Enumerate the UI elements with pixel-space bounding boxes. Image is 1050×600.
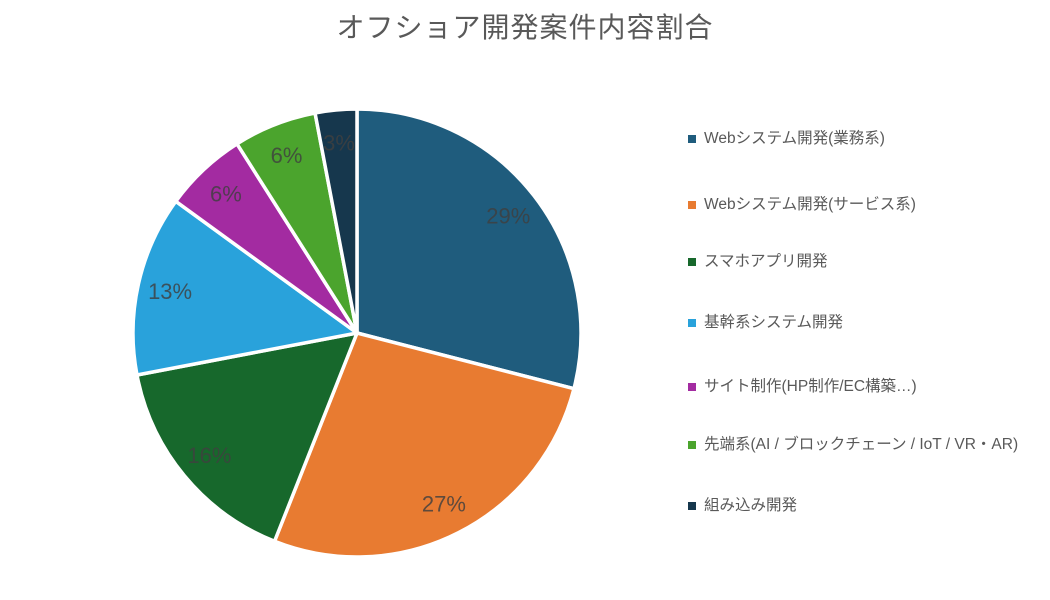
legend-swatch-icon: [688, 441, 696, 449]
legend-label: スマホアプリ開発: [704, 253, 828, 270]
legend-swatch-icon: [688, 201, 696, 209]
legend-item-4: サイト制作(HP制作/EC構築…): [688, 372, 1044, 402]
legend-label: サイト制作(HP制作/EC構築…): [704, 378, 917, 395]
legend-item-3: 基幹系システム開発: [688, 308, 1044, 338]
chart-title: オフショア開発案件内容割合: [336, 12, 714, 43]
legend-swatch-icon: [688, 319, 696, 327]
legend-label: 組み込み開発: [704, 497, 798, 514]
pie-data-label-5: 6%: [271, 143, 303, 168]
legend-swatch-icon: [688, 383, 696, 391]
legend-swatch-icon: [688, 258, 696, 266]
legend-label: Webシステム開発(業務系): [704, 130, 885, 147]
legend-label: 基幹系システム開発: [704, 314, 844, 331]
pie-slice-2: [135, 331, 359, 544]
pie-data-label-3: 13%: [148, 279, 192, 304]
pie-slice-6: [313, 107, 359, 335]
legend-item-5: 先端系(AI / ブロックチェーン / IoT / VR・AR): [688, 430, 1044, 460]
pie-slice-3: [131, 199, 359, 377]
pie-data-label-1: 27%: [422, 492, 466, 517]
legend: Webシステム開発(業務系) Webシステム開発(サービス系) スマホアプリ開発 基幹…: [688, 0, 1044, 600]
pie-data-label-0: 29%: [486, 204, 530, 229]
legend-swatch-icon: [688, 502, 696, 510]
legend-item-6: 組み込み開発: [688, 491, 1044, 521]
pie-data-label-4: 6%: [210, 181, 242, 206]
pie-slice-1: [272, 331, 576, 559]
pie-data-label-6: 3%: [323, 130, 355, 155]
legend-item-2: スマホアプリ開発: [688, 247, 1044, 277]
legend-swatch-icon: [688, 135, 696, 143]
legend-label: 先端系(AI / ブロックチェーン / IoT / VR・AR): [704, 436, 1019, 453]
legend-item-1: Webシステム開発(サービス系): [688, 190, 1044, 220]
pie-slice-0: [355, 107, 583, 391]
legend-label: Webシステム開発(サービス系): [704, 196, 916, 213]
legend-item-0: Webシステム開発(業務系): [688, 124, 1044, 154]
pie-data-label-2: 16%: [187, 443, 231, 468]
